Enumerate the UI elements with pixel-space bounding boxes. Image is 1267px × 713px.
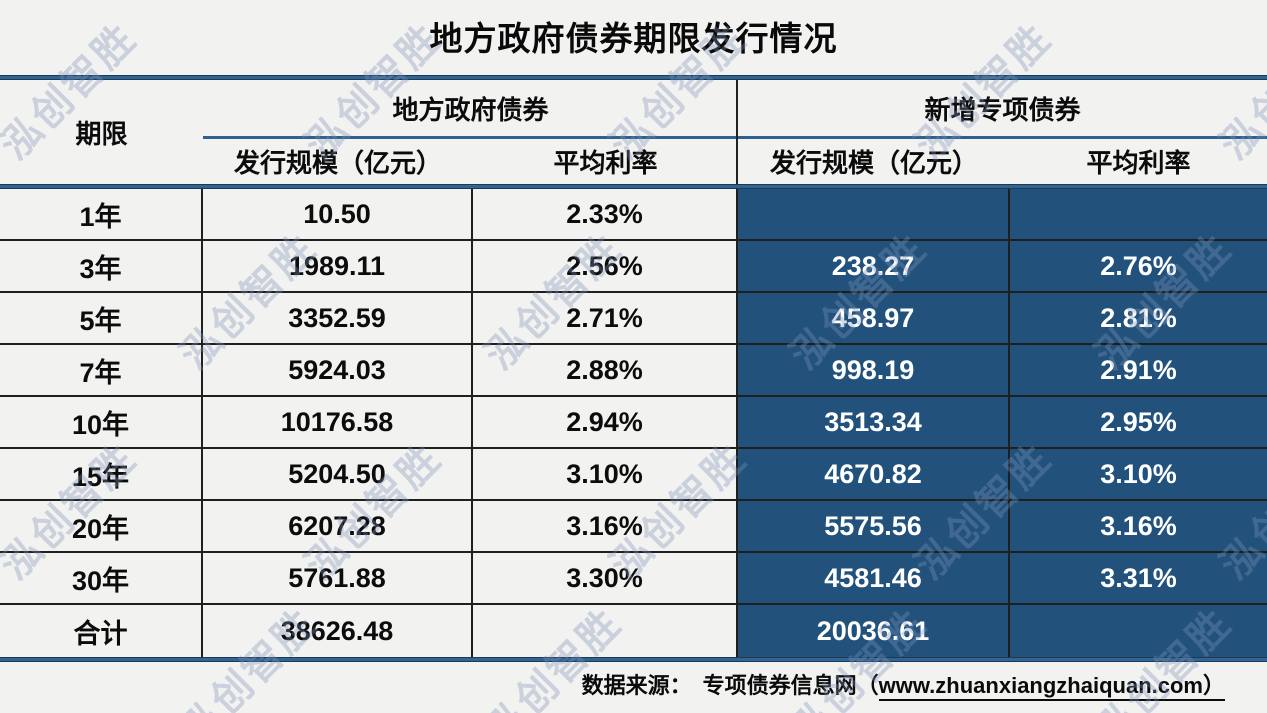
table-row: 20年 6207.28 3.16% 5575.56 3.16% <box>0 501 1267 553</box>
cell-special-rate: 3.16% <box>1010 501 1267 551</box>
cell-local-scale: 38626.48 <box>203 605 473 657</box>
cell-local-rate: 2.56% <box>473 241 738 291</box>
source-label: 数据来源： 专项债券信息网（ <box>581 673 879 698</box>
header-special-scale: 发行规模（亿元） <box>769 148 978 178</box>
table-row: 10年 10176.58 2.94% 3513.34 2.95% <box>0 397 1267 449</box>
cell-special-scale: 5575.56 <box>738 501 1010 551</box>
source-link[interactable]: www.zhuanxiangzhaiquan.com <box>878 673 1203 701</box>
data-source: 数据来源： 专项债券信息网（www.zhuanxiangzhaiquan.com… <box>0 668 1225 701</box>
cell-local-scale: 5761.88 <box>203 553 473 603</box>
header-local-rate: 平均利率 <box>553 148 658 178</box>
cell-local-rate: 2.94% <box>473 397 738 447</box>
cell-local-scale: 1989.11 <box>203 241 473 291</box>
cell-special-scale: 998.19 <box>738 345 1010 395</box>
cell-local-rate: 2.71% <box>473 293 738 343</box>
cell-term: 20年 <box>0 501 203 551</box>
table-body: 1年 10.50 2.33% 3年 1989.11 2.56% 238.27 2… <box>0 189 1267 657</box>
table-row: 3年 1989.11 2.56% 238.27 2.76% <box>0 241 1267 293</box>
cell-local-rate <box>473 605 738 657</box>
table-row: 15年 5204.50 3.10% 4670.82 3.10% <box>0 449 1267 501</box>
cell-special-scale: 20036.61 <box>738 605 1010 657</box>
cell-term: 1年 <box>0 189 203 239</box>
table-bottom-border <box>0 657 1267 662</box>
cell-special-rate: 2.91% <box>1010 345 1267 395</box>
cell-local-scale: 5924.03 <box>203 345 473 395</box>
header-local-scale: 发行规模（亿元） <box>233 148 442 178</box>
cell-special-rate: 2.95% <box>1010 397 1267 447</box>
cell-special-rate <box>1010 605 1267 657</box>
cell-local-rate: 2.33% <box>473 189 738 239</box>
cell-special-scale <box>738 189 1010 239</box>
header-special-rate: 平均利率 <box>1086 148 1191 178</box>
table-top-border <box>0 75 1267 80</box>
cell-local-scale: 6207.28 <box>203 501 473 551</box>
cell-local-rate: 3.10% <box>473 449 738 499</box>
header-term: 期限 <box>75 118 128 149</box>
cell-term: 合计 <box>0 605 203 657</box>
bond-maturity-table: 期限 地方政府债券 新增专项债券 发行规模（亿元） 平均利率 发行规模（亿元） … <box>0 75 1267 662</box>
cell-local-rate: 2.88% <box>473 345 738 395</box>
source-link-suffix: ） <box>1202 673 1225 701</box>
cell-special-scale: 4670.82 <box>738 449 1010 499</box>
header-bottom-border <box>0 184 1267 189</box>
cell-term: 3年 <box>0 241 203 291</box>
group-divider <box>736 80 738 184</box>
cell-special-rate: 2.76% <box>1010 241 1267 291</box>
table-row: 5年 3352.59 2.71% 458.97 2.81% <box>0 293 1267 345</box>
cell-term: 15年 <box>0 449 203 499</box>
table-row: 7年 5924.03 2.88% 998.19 2.91% <box>0 345 1267 397</box>
table-row-total: 合计 38626.48 20036.61 <box>0 605 1267 657</box>
cell-local-rate: 3.16% <box>473 501 738 551</box>
cell-local-scale: 10176.58 <box>203 397 473 447</box>
group-header-underline <box>203 136 1267 139</box>
cell-term: 7年 <box>0 345 203 395</box>
cell-local-scale: 3352.59 <box>203 293 473 343</box>
cell-special-rate: 3.10% <box>1010 449 1267 499</box>
cell-term: 10年 <box>0 397 203 447</box>
cell-special-scale: 458.97 <box>738 293 1010 343</box>
cell-local-rate: 3.30% <box>473 553 738 603</box>
page-title: 地方政府债券期限发行情况 <box>429 20 838 57</box>
cell-special-rate: 2.81% <box>1010 293 1267 343</box>
cell-local-scale: 5204.50 <box>203 449 473 499</box>
header-group-local-bonds: 地方政府债券 <box>392 94 549 125</box>
table-row: 1年 10.50 2.33% <box>0 189 1267 241</box>
cell-local-scale: 10.50 <box>203 189 473 239</box>
cell-special-scale: 4581.46 <box>738 553 1010 603</box>
cell-special-rate <box>1010 189 1267 239</box>
cell-special-rate: 3.31% <box>1010 553 1267 603</box>
header-group-new-special-bonds: 新增专项债券 <box>924 94 1081 125</box>
cell-special-scale: 238.27 <box>738 241 1010 291</box>
table-row: 30年 5761.88 3.30% 4581.46 3.31% <box>0 553 1267 605</box>
cell-term: 30年 <box>0 553 203 603</box>
cell-term: 5年 <box>0 293 203 343</box>
cell-special-scale: 3513.34 <box>738 397 1010 447</box>
